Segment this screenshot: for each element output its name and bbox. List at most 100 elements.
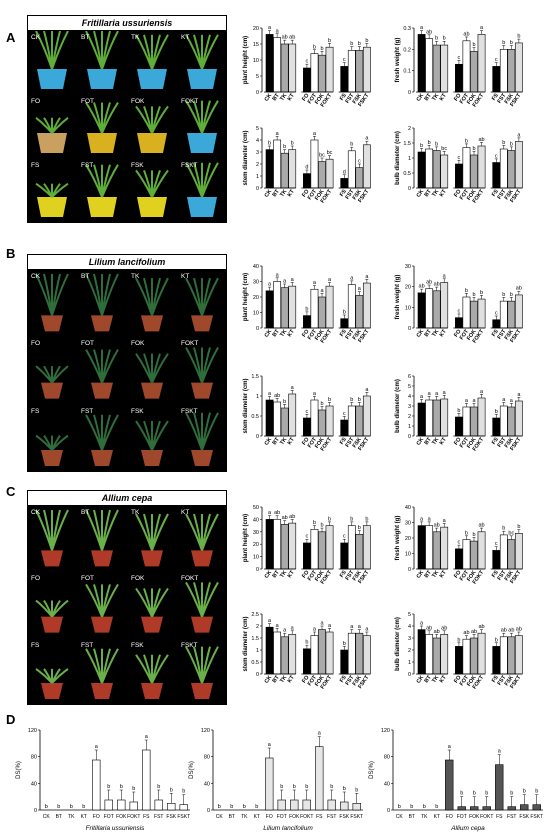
- photo-label: FO: [31, 98, 41, 105]
- category-label: FO: [301, 569, 311, 579]
- category-label: FST: [345, 328, 356, 340]
- category-label: FS: [339, 569, 348, 578]
- photo-label: FST: [81, 641, 94, 649]
- category-label: CK: [216, 814, 224, 820]
- category-label: TK: [431, 329, 440, 338]
- chart: 0 10 20 30 40 plant height (cm) a CK a BT a TK a KT b F…: [243, 264, 371, 344]
- photo-label: FO: [31, 575, 41, 583]
- bar: [432, 290, 441, 329]
- category-label: FST: [345, 569, 356, 581]
- category-label: CK: [264, 93, 273, 103]
- category-label: FST: [345, 92, 356, 104]
- plant-leaf: [201, 162, 219, 198]
- category-label: FSK: [519, 814, 529, 820]
- bar: [325, 285, 334, 329]
- significance-letter: ab: [434, 282, 440, 288]
- bar: [355, 533, 364, 570]
- bar: [499, 148, 508, 189]
- category-label: FS: [491, 188, 500, 197]
- bar: [470, 51, 478, 93]
- category-label: FST: [327, 814, 336, 820]
- category-label: KT: [434, 814, 440, 820]
- bar: [280, 524, 289, 570]
- y-tick-label: 3: [256, 150, 259, 156]
- plant-leaf: [101, 414, 119, 451]
- bar: [432, 531, 441, 570]
- significance-letter: b: [435, 141, 438, 147]
- significance-letter: d: [343, 169, 346, 175]
- significance-letter: ab: [274, 393, 280, 399]
- y-axis-label: bulb diameter (cm): [395, 617, 401, 671]
- significance-letter: c: [495, 153, 498, 159]
- category-label: CK: [416, 570, 425, 580]
- significance-letter: b: [502, 40, 505, 46]
- plant-leaf: [151, 654, 169, 684]
- y-tick-label: 15: [253, 42, 259, 48]
- category-label: FS: [143, 814, 150, 820]
- significance-letter: b: [320, 46, 323, 52]
- significance-letter: b: [443, 36, 446, 42]
- category-label: TK: [431, 570, 440, 579]
- category-label: BT: [272, 569, 281, 579]
- y-axis-label: fresh weight (g): [395, 38, 401, 83]
- significance-letter: a: [283, 278, 287, 284]
- bar: [92, 759, 101, 811]
- significance-letter: b: [480, 290, 483, 296]
- bar: [340, 542, 349, 570]
- significance-letter: b: [457, 408, 460, 414]
- plant-leaf: [101, 102, 119, 134]
- category-label: FOT: [104, 814, 114, 820]
- category-label: KT: [254, 814, 260, 820]
- pot: [41, 315, 63, 332]
- significance-letter: b: [510, 791, 513, 797]
- pot: [137, 69, 167, 89]
- plant-leaf: [151, 34, 169, 70]
- category-label: FST: [345, 674, 356, 686]
- y-tick-label: 50: [253, 505, 259, 511]
- y-tick-label: 0.3: [403, 26, 411, 32]
- bar: [167, 803, 176, 811]
- y-tick-label: 0: [256, 90, 259, 96]
- plant-leaf: [151, 587, 169, 618]
- y-tick-label: 0: [408, 326, 411, 332]
- significance-letter: a: [313, 280, 317, 286]
- significance-letter: c: [458, 55, 461, 61]
- category-label: FST: [497, 674, 508, 686]
- bar: [507, 300, 516, 329]
- bar: [288, 149, 297, 189]
- y-tick-label: 20: [253, 295, 259, 301]
- bar: [129, 801, 138, 811]
- significance-letter: b: [182, 789, 185, 795]
- category-label: FOK: [466, 437, 478, 450]
- significance-letter: ab: [274, 510, 280, 516]
- category-label: FOK: [314, 329, 326, 342]
- significance-letter: b: [70, 804, 73, 810]
- significance-letter: b: [358, 397, 361, 403]
- plant-leaf: [151, 420, 169, 451]
- category-label: TK: [279, 189, 288, 198]
- significance-letter: a: [268, 25, 272, 31]
- bar: [362, 525, 371, 570]
- species-title: Fritillaria ussuriensis: [27, 15, 227, 31]
- photo-label: FS: [31, 641, 40, 649]
- category-label: FOT: [307, 92, 319, 105]
- category-label: KT: [287, 569, 296, 579]
- significance-letter: b: [410, 804, 413, 810]
- photo-label: KT: [181, 509, 190, 516]
- photo-label: TK: [131, 509, 140, 516]
- category-label: CK: [416, 93, 425, 103]
- category-label: FOT: [307, 188, 319, 201]
- significance-letter: b: [82, 804, 85, 810]
- significance-letter: c: [306, 59, 309, 65]
- significance-letter: b: [472, 42, 475, 48]
- bar: [290, 799, 299, 811]
- bar: [477, 531, 486, 570]
- pot: [141, 616, 163, 633]
- y-axis-label: fresh weight (g): [395, 516, 401, 561]
- significance-letter: b: [283, 144, 286, 150]
- bar: [325, 158, 334, 189]
- category-label: CK: [264, 570, 273, 580]
- significance-letter: c: [306, 409, 309, 415]
- pot: [91, 616, 113, 633]
- significance-letter: b: [330, 784, 333, 790]
